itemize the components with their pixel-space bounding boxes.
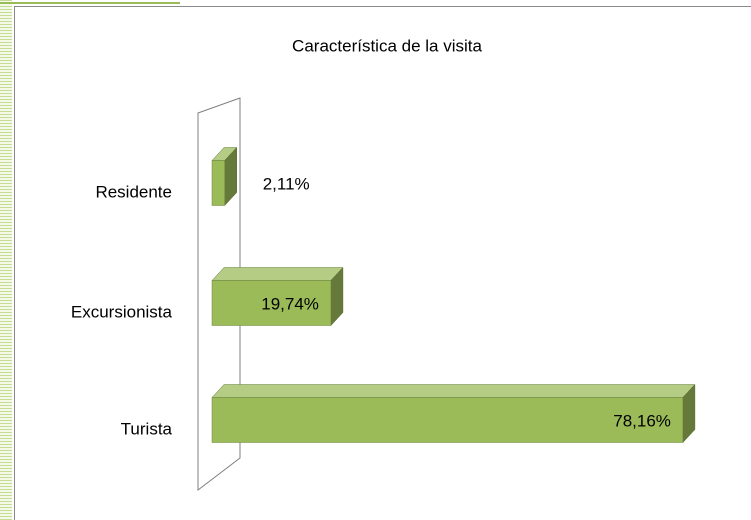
bar xyxy=(211,280,332,326)
y-tick-label: Residente xyxy=(95,182,172,201)
data-label: 78,16% xyxy=(613,411,671,430)
axis-wall xyxy=(197,97,241,492)
bar-top xyxy=(211,384,696,398)
y-tick-label: Turista xyxy=(121,419,173,438)
sheet-strip xyxy=(0,0,12,520)
bar-top xyxy=(211,267,344,281)
bar xyxy=(211,397,684,443)
chart-title: Característica de la visita xyxy=(292,36,482,55)
bar xyxy=(211,160,225,206)
data-label: 2,11% xyxy=(263,174,310,193)
chart-area xyxy=(14,6,751,520)
data-label: 19,74% xyxy=(261,294,319,313)
y-tick-label: Excursionista xyxy=(71,302,173,321)
